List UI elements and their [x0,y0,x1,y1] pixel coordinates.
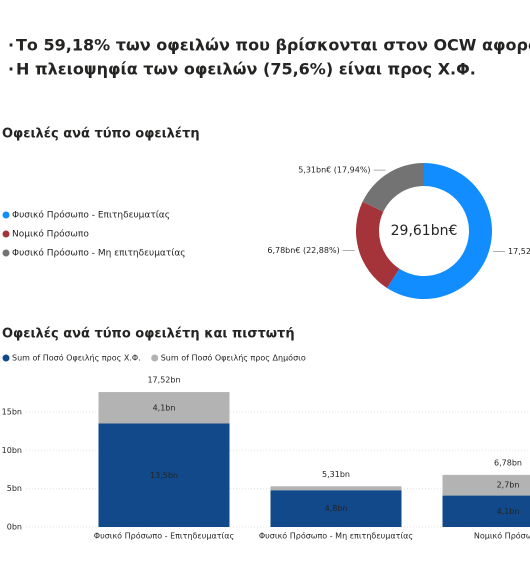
y-tick-label: 5bn [7,484,22,493]
bar-segment [442,474,530,496]
bar-segment [98,392,230,424]
center-label: 29,61bn€ [391,223,458,239]
data-label: 2,7bn [497,481,520,490]
chart-title: Οφειλές ανά τύπο οφειλέτη και πιστωτή [2,327,295,342]
data-label: 4,1bn [153,403,176,412]
y-tick-label: 15bn [2,408,22,417]
total-label: 6,78bn [494,458,522,467]
legend-dot [2,249,10,257]
x-tick-label: Φυσικό Πρόσωπο - Επιτηδευματίας [94,531,234,541]
bullet: Η πλειοψηφία των οφειλών (75,6%) είναι π… [16,60,476,79]
y-tick-label: 0bn [7,523,22,532]
donut-slice [386,163,492,299]
donut-slice [356,201,400,289]
legend-label: Sum of Ποσό Οφειλής προς Χ.Φ. [12,353,141,363]
data-label: 17,52 [508,247,530,256]
data-label: 5,31bn€ (17,94%) [298,166,370,175]
bar-segment [270,490,402,527]
donut-slice [362,163,424,212]
bar-segment [98,423,230,527]
legend-label: Φυσικό Πρόσωπο - Μη επιτηδευματίας [12,248,186,259]
legend-label: Sum of Ποσό Οφειλής προς Δημόσιο [161,353,306,363]
bullet-dot: · [8,36,14,55]
bar-segment [442,495,530,527]
chart-title: Οφειλές ανά τύπο οφειλέτη [2,127,200,142]
legend-label: Νομικό Πρόσωπο [12,229,89,240]
legend-dot [2,211,10,219]
data-label: 4,8bn [325,504,348,513]
total-label: 17,52bn [147,376,180,385]
legend-dot [2,354,10,362]
legend-dot [151,354,159,362]
data-label: 13,5bn [150,471,178,480]
y-tick-label: 10bn [2,446,22,455]
legend-label: Φυσικό Πρόσωπο - Επιτηδευματίας [12,210,170,221]
bar-segment [270,486,402,491]
data-label: 4,1bn [497,507,520,516]
bullet: Το 59,18% των οφειλών που βρίσκονται στο… [16,36,530,55]
x-tick-label: Φυσικό Πρόσωπο - Μη επιτηδευματίας [259,531,413,541]
bullet-dot: · [8,60,14,79]
data-label: 6,78bn€ (22,88%) [267,246,339,255]
legend-dot [2,230,10,238]
x-tick-label: Νομικό Πρόσωπο [474,531,530,541]
total-label: 5,31bn [322,470,350,479]
